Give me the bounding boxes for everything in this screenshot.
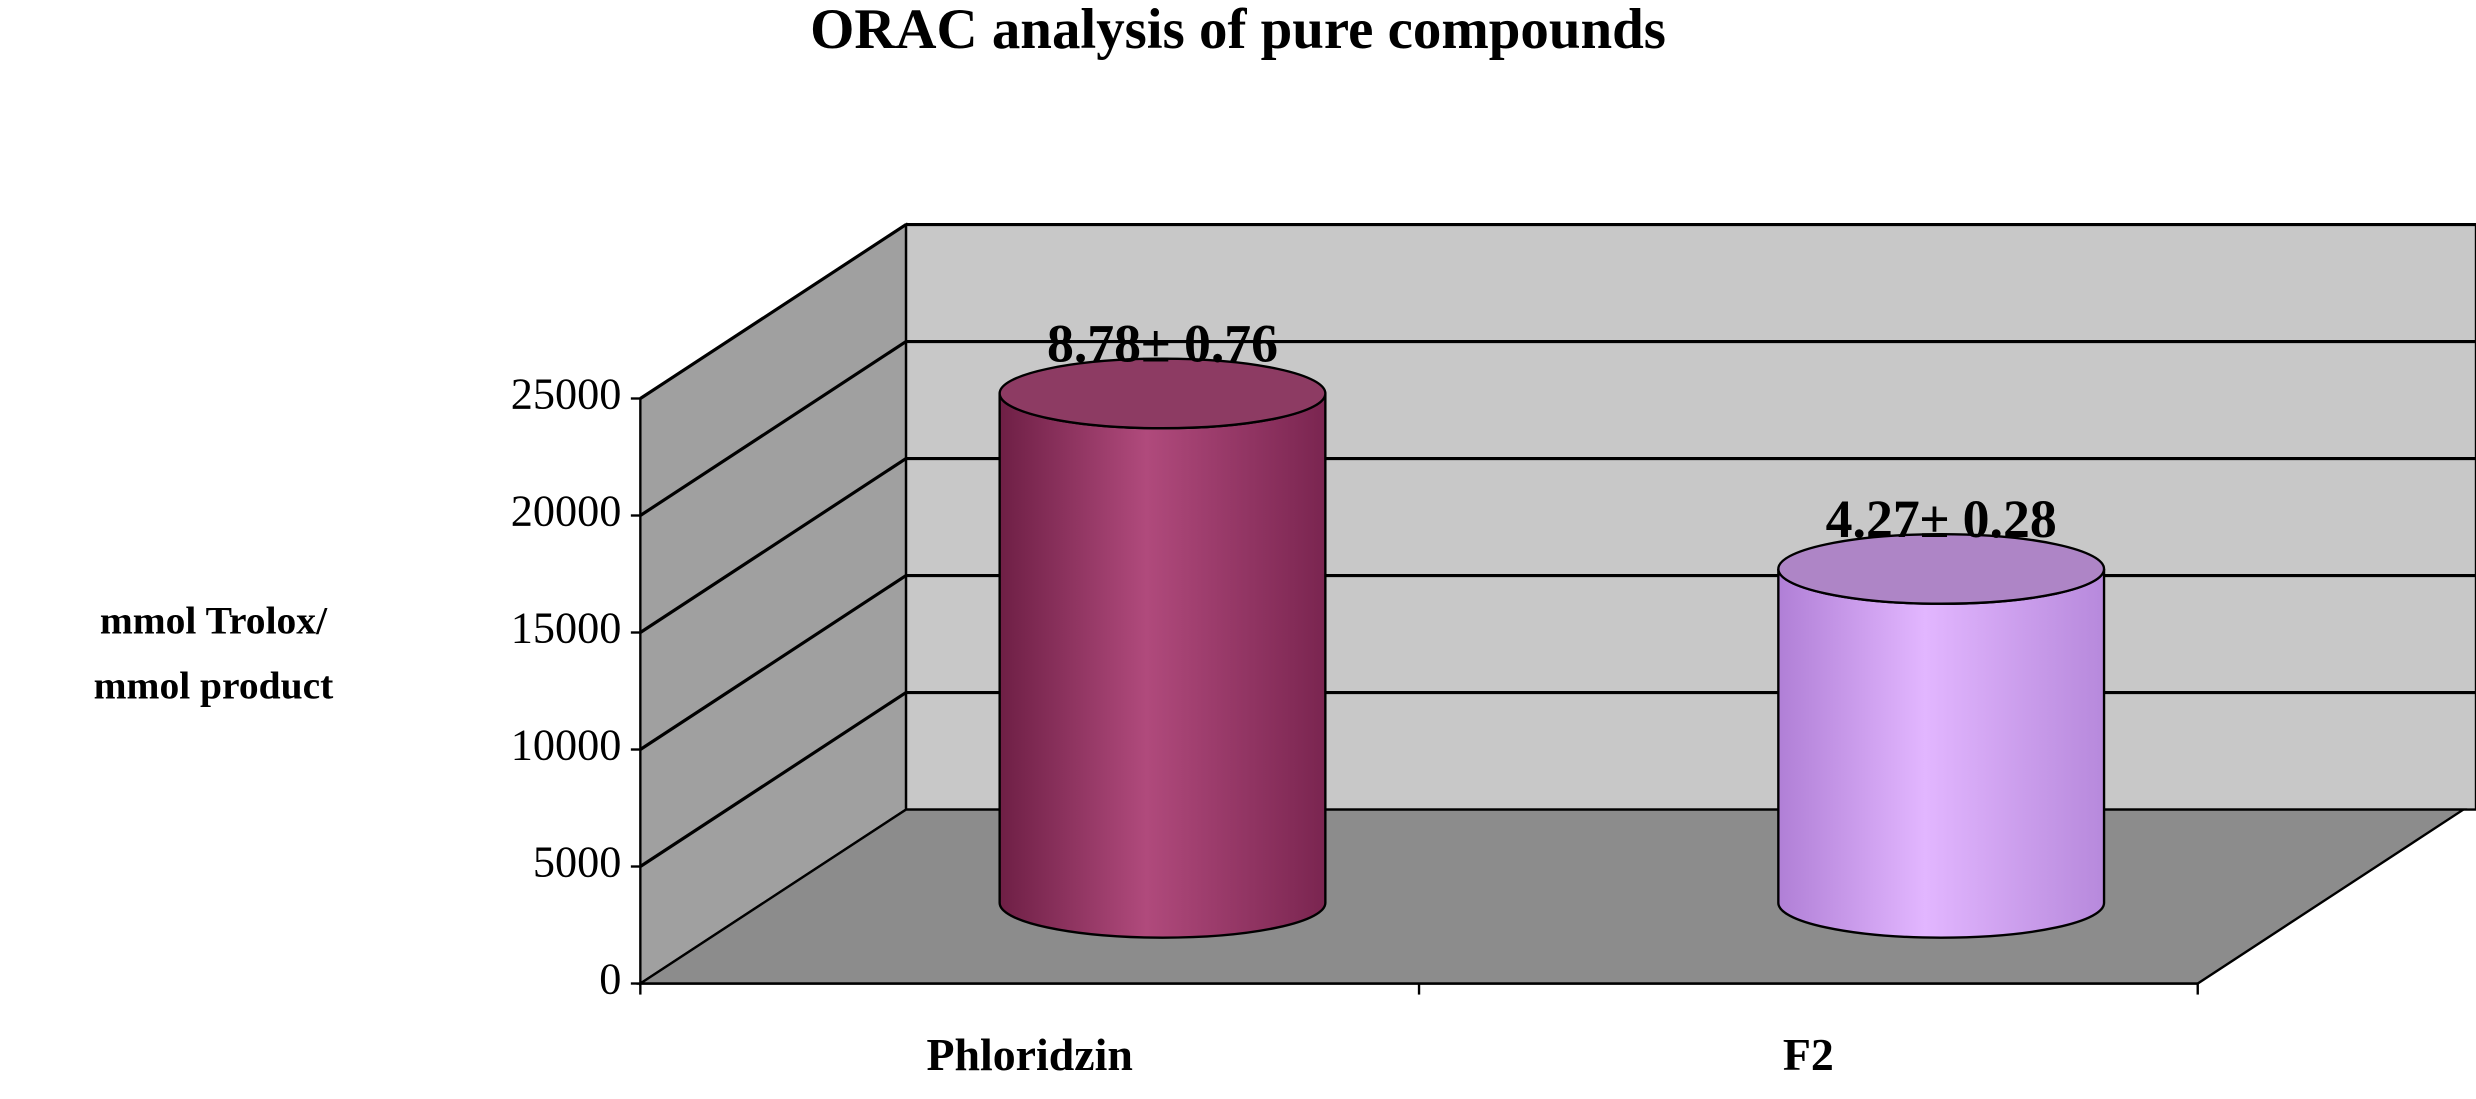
bar xyxy=(998,393,1327,939)
y-axis-label: mmol product xyxy=(94,663,334,707)
grid-line xyxy=(639,223,907,400)
chart-title: ORAC analysis of pure compounds xyxy=(810,0,1666,61)
grid-line xyxy=(639,340,907,517)
bar xyxy=(1777,568,2106,939)
grid-line xyxy=(639,691,907,868)
y-tick-label: 0 xyxy=(599,955,621,1004)
grid-line xyxy=(639,457,907,634)
y-tick-label: 25000 xyxy=(511,370,622,419)
y-axis-label: mmol Trolox/ xyxy=(100,599,328,643)
y-tick-label: 5000 xyxy=(533,838,622,887)
annotation: 8.78± 0.76 xyxy=(1047,314,1278,374)
floor xyxy=(636,808,2468,985)
grid-line xyxy=(639,574,907,751)
bar-top xyxy=(1777,532,2106,605)
y-tick-label: 20000 xyxy=(511,487,622,536)
annotation: 4.27± 0.28 xyxy=(1826,489,2057,549)
bar-top xyxy=(998,357,1327,430)
y-tick-label: 15000 xyxy=(511,604,622,653)
x-tick-label: Phloridzin xyxy=(927,1029,1133,1080)
x-tick-label: F2 xyxy=(1783,1029,1834,1080)
y-tick-label: 10000 xyxy=(511,721,622,770)
